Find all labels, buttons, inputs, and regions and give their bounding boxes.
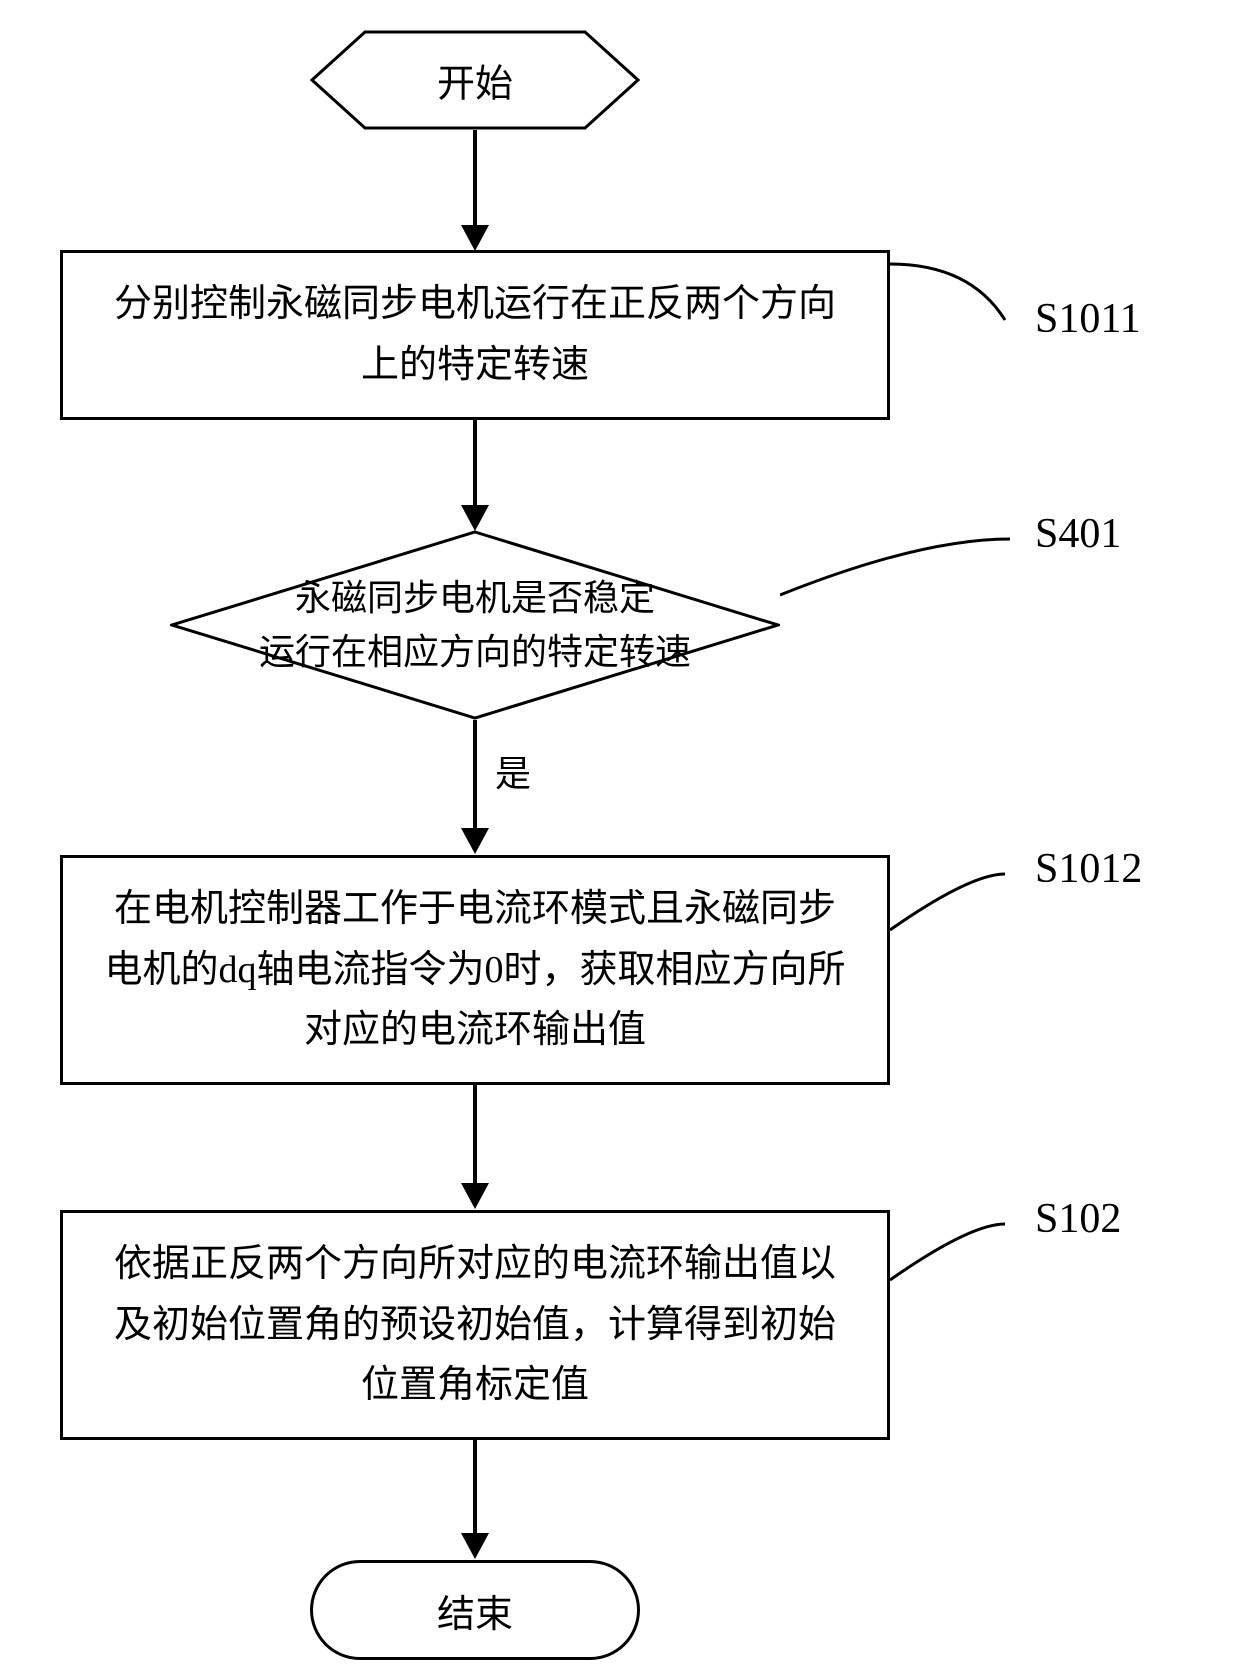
- end-node: 结束: [310, 1560, 640, 1660]
- end-label: 结束: [437, 1583, 513, 1638]
- start-label: 开始: [310, 53, 640, 108]
- arrow-2: [473, 420, 477, 505]
- arrow-1: [473, 130, 477, 225]
- arrow-head-2: [461, 505, 489, 531]
- arrow-head-3: [461, 828, 489, 854]
- connector-s102: [890, 1220, 1040, 1290]
- connector-s1012: [890, 870, 1040, 940]
- arrow-3: [473, 720, 477, 828]
- process-s102: 依据正反两个方向所对应的电流环输出值以及初始位置角的预设初始值，计算得到初始位置…: [60, 1210, 890, 1440]
- s1012-text: 在电机控制器工作于电流环模式且永磁同步电机的dq轴电流指令为0时，获取相应方向所…: [103, 879, 847, 1061]
- connector-s1011: [890, 260, 1040, 330]
- arrow-5: [473, 1440, 477, 1533]
- start-node: 开始: [310, 30, 640, 130]
- s102-text: 依据正反两个方向所对应的电流环输出值以及初始位置角的预设初始值，计算得到初始位置…: [103, 1234, 847, 1416]
- s401-line1: 永磁同步电机是否稳定: [295, 578, 655, 618]
- flowchart-canvas: 开始 分别控制永磁同步电机运行在正反两个方向上的特定转速 S1011 永磁同步电…: [0, 0, 1240, 1672]
- decision-s401: 永磁同步电机是否稳定 运行在相应方向的特定转速: [170, 530, 780, 720]
- label-s1011: S1011: [1035, 295, 1141, 343]
- s401-line2: 运行在相应方向的特定转速: [259, 632, 691, 672]
- s401-text: 永磁同步电机是否稳定 运行在相应方向的特定转速: [170, 571, 780, 679]
- arrow-4: [473, 1085, 477, 1183]
- connector-s401: [780, 535, 1020, 605]
- s1011-text: 分别控制永磁同步电机运行在正反两个方向上的特定转速: [103, 274, 847, 396]
- process-s1012: 在电机控制器工作于电流环模式且永磁同步电机的dq轴电流指令为0时，获取相应方向所…: [60, 855, 890, 1085]
- arrow-head-5: [461, 1533, 489, 1559]
- arrow-head-1: [461, 225, 489, 251]
- label-s1012: S1012: [1035, 845, 1142, 893]
- label-s102: S102: [1035, 1195, 1121, 1243]
- process-s1011: 分别控制永磁同步电机运行在正反两个方向上的特定转速: [60, 250, 890, 420]
- label-s401: S401: [1035, 510, 1121, 558]
- arrow-head-4: [461, 1183, 489, 1209]
- yes-label: 是: [495, 745, 531, 797]
